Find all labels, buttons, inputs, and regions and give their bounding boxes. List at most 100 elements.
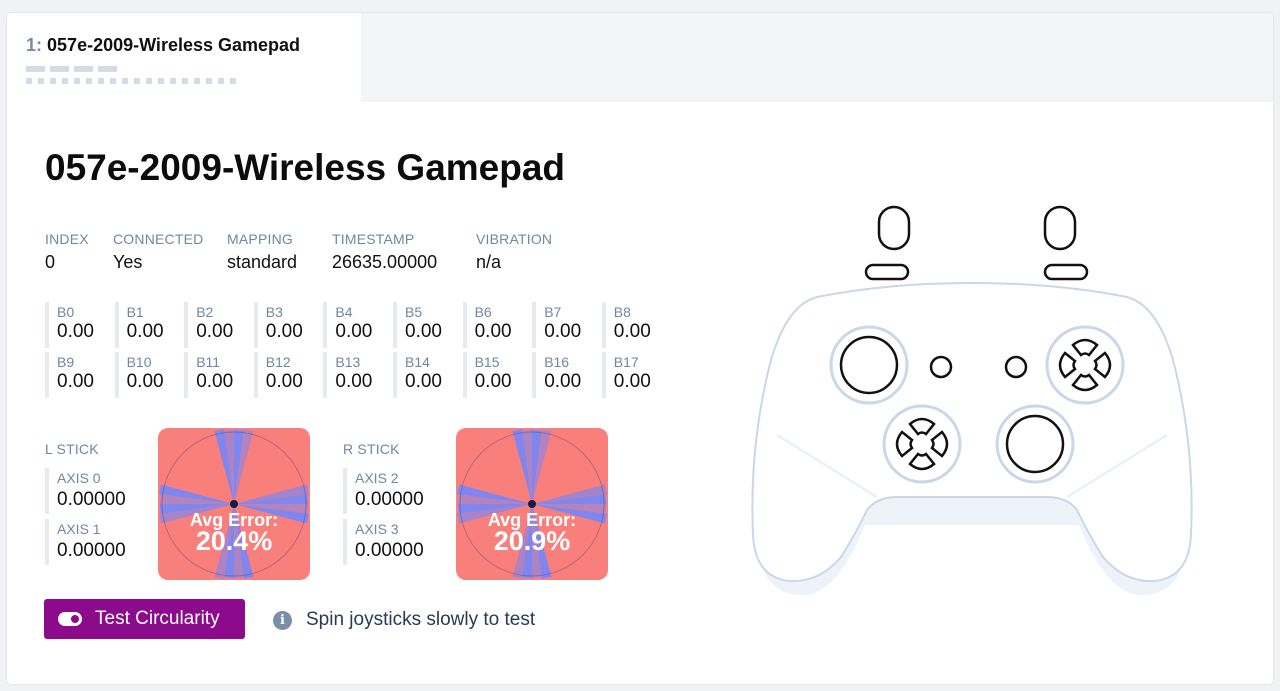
circularity-sector xyxy=(457,504,532,524)
circularity-sector xyxy=(532,428,562,504)
right-bumper xyxy=(1043,263,1089,281)
dpad-ring xyxy=(882,404,962,484)
axis-2-cell: AXIS 2 0.00000 xyxy=(343,468,433,514)
circularity-sector xyxy=(234,504,276,580)
circularity-sector xyxy=(234,428,276,504)
controller-grip-line-left xyxy=(776,434,878,498)
circularity-sector xyxy=(532,494,607,504)
meta-connected: CONNECTED Yes xyxy=(113,231,204,272)
meta-index: INDEX 0 xyxy=(45,231,89,272)
button-cell-b6: B6 0.00 xyxy=(462,302,525,348)
circularity-sector xyxy=(456,462,532,504)
circularity-sector xyxy=(462,504,532,580)
circularity-sector xyxy=(532,428,587,504)
circularity-sector xyxy=(234,504,304,580)
axis-1-cell: AXIS 1 0.00000 xyxy=(45,519,135,565)
circularity-sector xyxy=(456,504,532,574)
circularity-sector xyxy=(234,434,310,504)
circularity-sector xyxy=(234,504,244,579)
circularity-sector xyxy=(456,434,532,504)
circularity-sector xyxy=(532,462,608,504)
right-trigger xyxy=(1043,205,1077,251)
right-stick-avg-error-value: 20.9% xyxy=(493,526,571,556)
circularity-sector xyxy=(532,504,587,580)
stick-position-dot xyxy=(230,500,238,508)
circularity-sector xyxy=(532,428,602,504)
circularity-sector xyxy=(234,429,244,504)
circularity-sector xyxy=(462,428,532,504)
controller-grip-line-right xyxy=(1066,434,1168,498)
circularity-sector xyxy=(477,504,532,580)
button-cell-b8: B8 0.00 xyxy=(601,302,664,348)
tab-indicator-dots xyxy=(26,78,236,84)
circularity-sector xyxy=(234,494,309,504)
button-cell-b14: B14 0.00 xyxy=(393,352,455,398)
tab-indicator-bars xyxy=(26,66,117,72)
button-cell-b12: B12 0.00 xyxy=(253,352,316,398)
circularity-sector xyxy=(532,504,608,559)
circularity-sector xyxy=(234,474,310,504)
circularity-sector xyxy=(532,504,562,580)
circularity-sector xyxy=(234,484,309,504)
start-button xyxy=(1004,355,1028,379)
circularity-sector xyxy=(214,429,234,504)
circularity-sector xyxy=(234,429,254,504)
face-buttons-ring xyxy=(1045,325,1125,405)
button-cell-b10: B10 0.00 xyxy=(114,352,177,398)
circularity-sector xyxy=(532,504,602,580)
left-stick-avg-error-value: 20.4% xyxy=(195,526,273,556)
dpad-down xyxy=(908,452,936,471)
toggle-icon xyxy=(58,612,82,626)
left-trigger xyxy=(877,205,911,251)
face-buttons xyxy=(1058,338,1112,392)
circularity-hint: i Spin joysticks slowly to test xyxy=(273,609,535,631)
circularity-sector xyxy=(532,504,542,579)
circularity-sector xyxy=(532,504,607,524)
button-cell-b1: B1 0.00 xyxy=(114,302,177,348)
circularity-sector xyxy=(512,504,532,579)
circularity-sector xyxy=(532,474,608,504)
circularity-sector xyxy=(234,504,310,534)
controller-diagram xyxy=(751,205,1193,595)
circularity-sector xyxy=(234,428,264,504)
circularity-sector xyxy=(532,504,608,546)
face-button-left xyxy=(1058,351,1077,379)
circularity-sector xyxy=(532,504,607,514)
circularity-sector xyxy=(532,434,608,504)
tab-gamepad-1[interactable]: 1: 057e-2009-Wireless Gamepad xyxy=(7,13,361,102)
circularity-sector xyxy=(158,504,234,534)
circularity-sector xyxy=(204,428,234,504)
left-stick xyxy=(839,335,899,395)
button-cell-b0: B0 0.00 xyxy=(45,302,107,348)
circularity-sector xyxy=(204,504,234,580)
circularity-sector xyxy=(456,504,532,546)
axis-0-cell: AXIS 0 0.00000 xyxy=(45,468,135,514)
circularity-sector xyxy=(456,504,532,534)
circularity-sector xyxy=(214,504,234,579)
circularity-sector xyxy=(477,428,532,504)
circularity-sector xyxy=(158,504,234,546)
button-cell-b9: B9 0.00 xyxy=(45,352,107,398)
button-cell-b5: B5 0.00 xyxy=(393,302,455,348)
right-stick-circularity-plot: Avg Error: 20.9% xyxy=(456,428,608,580)
circularity-sector xyxy=(158,449,234,504)
circularity-sector xyxy=(159,504,234,514)
circularity-sector xyxy=(234,504,310,574)
circularity-sector xyxy=(532,484,607,504)
circularity-sector xyxy=(158,434,234,504)
meta-timestamp: TIMESTAMP 26635.00000 xyxy=(332,231,438,272)
circularity-sector xyxy=(234,449,310,504)
button-cell-b4: B4 0.00 xyxy=(323,302,385,348)
dpad-left xyxy=(895,430,914,458)
right-stick-label: R STICK xyxy=(343,441,400,457)
tab-bar: 1: 057e-2009-Wireless Gamepad xyxy=(7,13,1273,102)
circularity-sector xyxy=(158,504,234,559)
face-button-bottom xyxy=(1071,373,1099,392)
button-cell-b3: B3 0.00 xyxy=(253,302,316,348)
button-cell-b15: B15 0.00 xyxy=(462,352,525,398)
circularity-sector xyxy=(234,504,289,580)
circularity-sector xyxy=(234,504,309,514)
circularity-reference-ring xyxy=(161,431,307,577)
test-circularity-button[interactable]: Test Circularity xyxy=(44,599,245,639)
left-stick-label: L STICK xyxy=(45,441,99,457)
